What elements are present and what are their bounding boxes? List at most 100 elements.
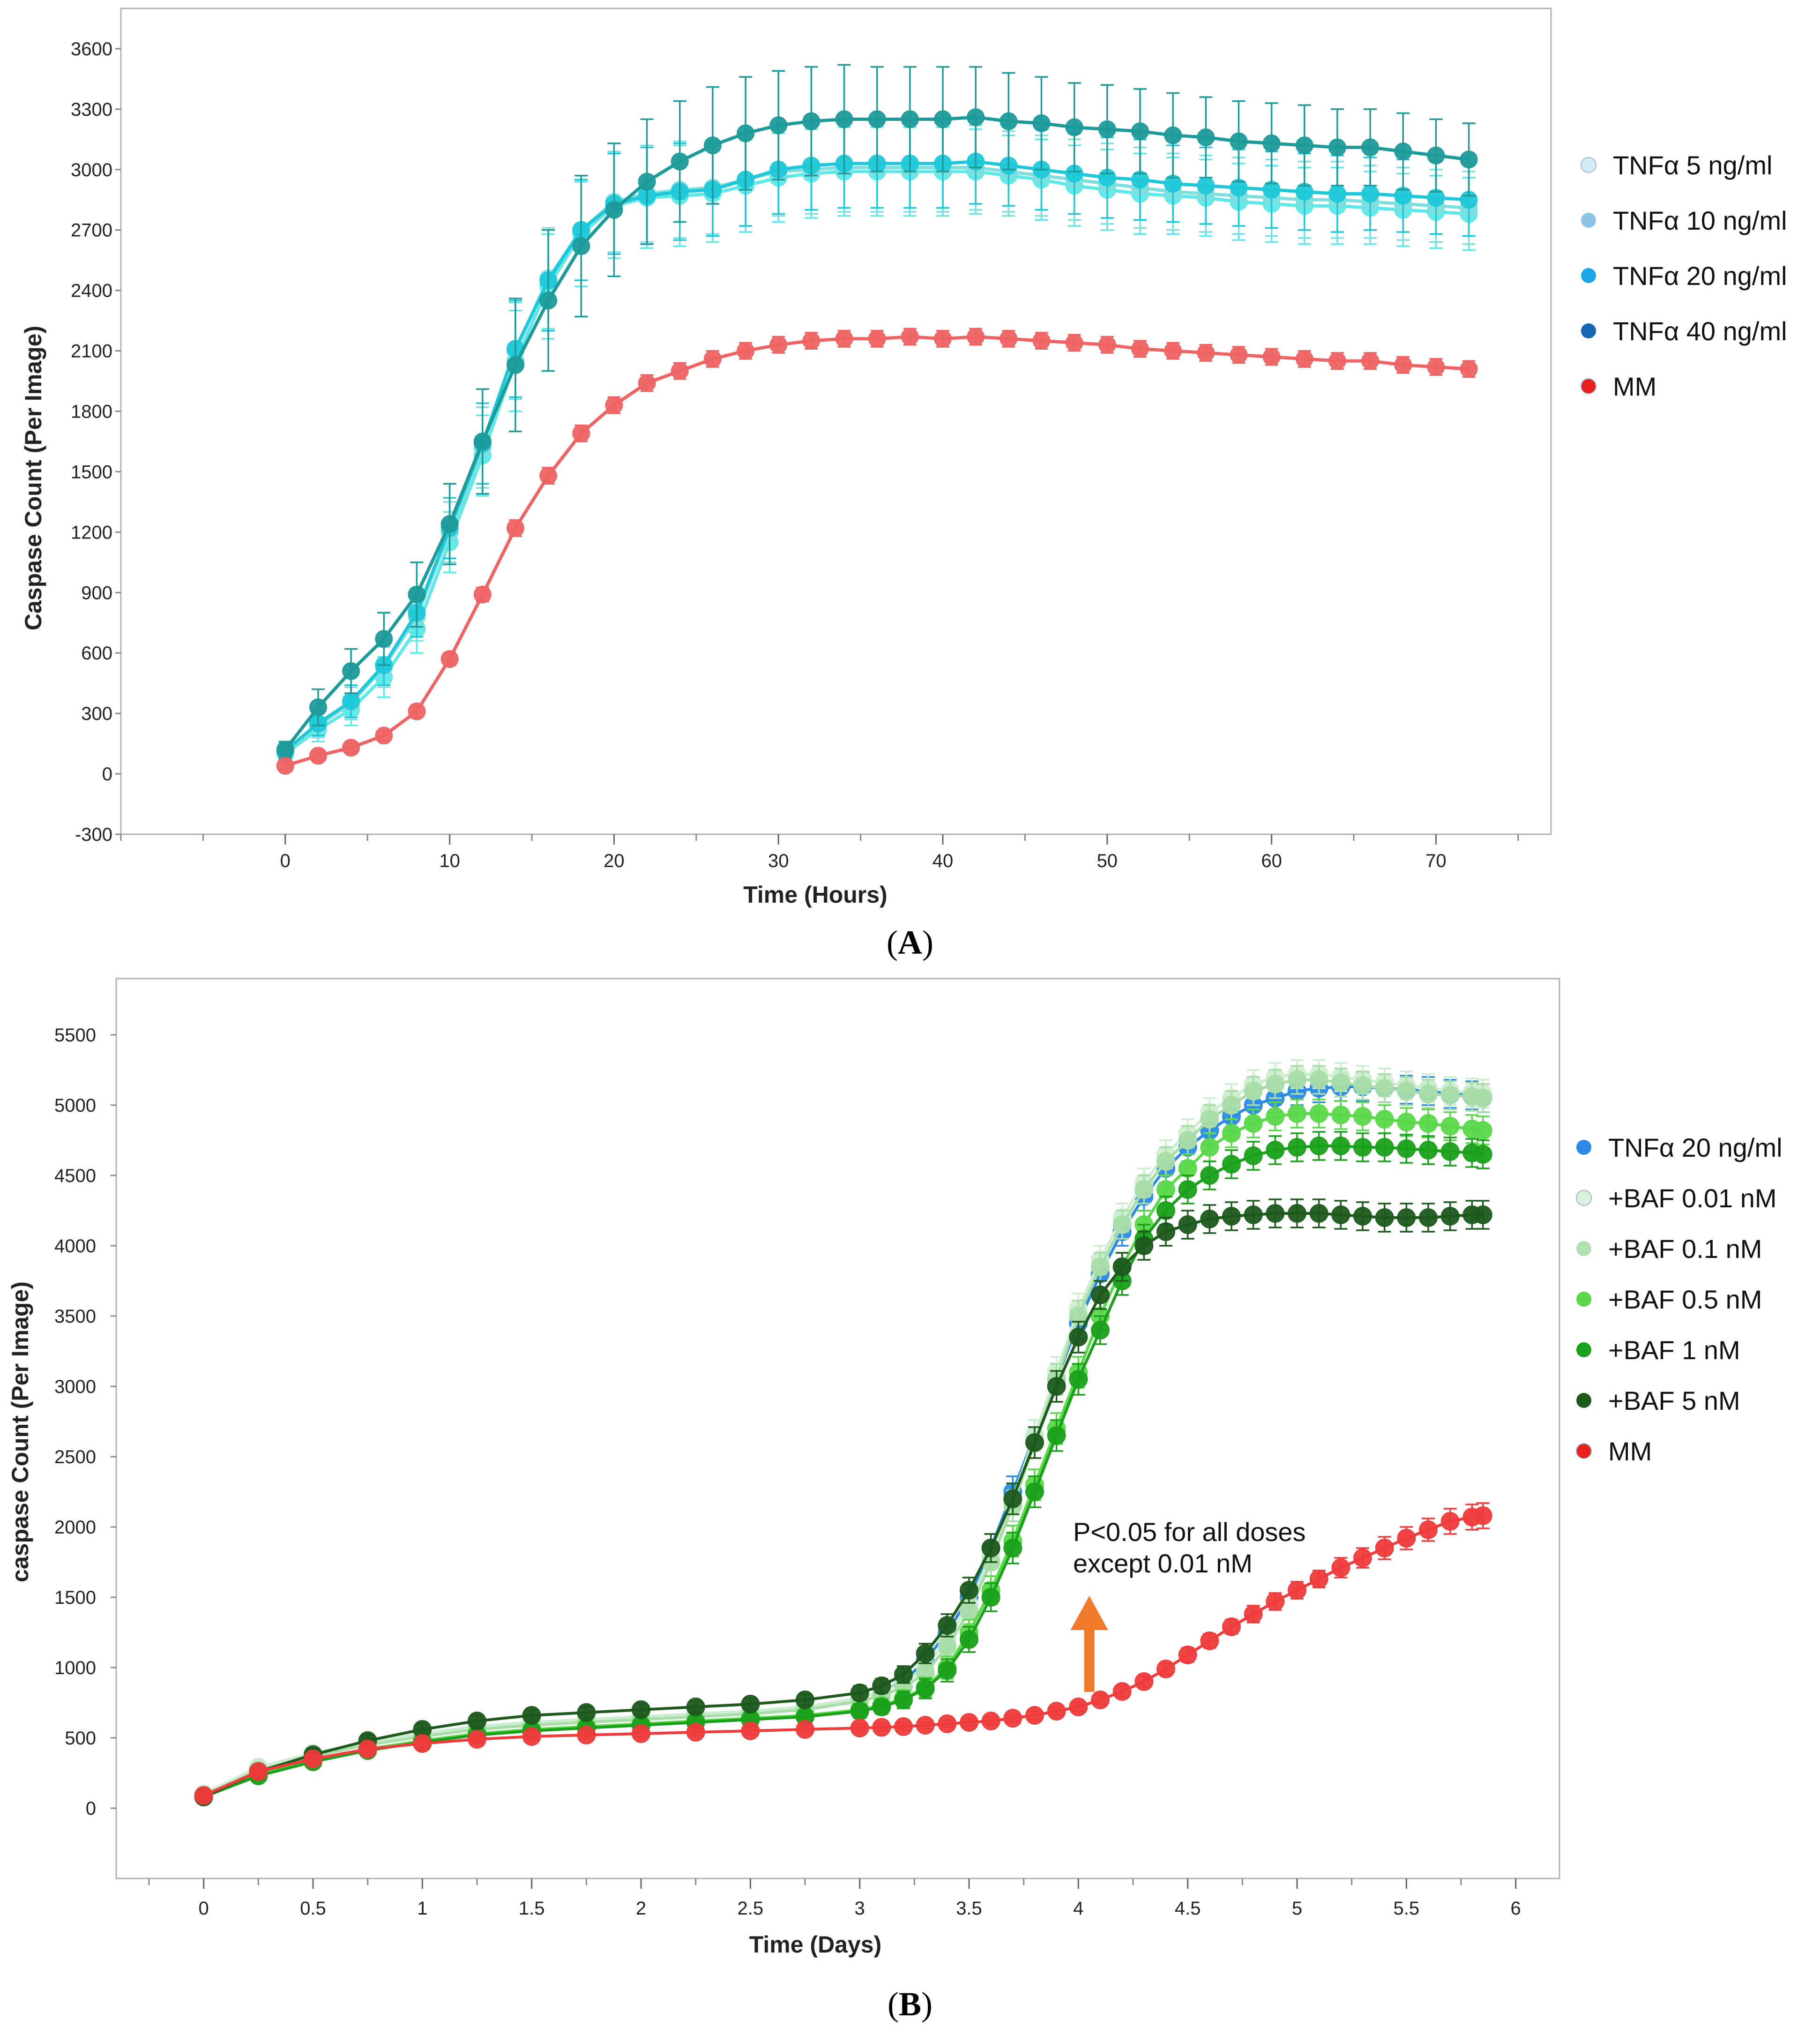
data-point (938, 1661, 957, 1680)
y-tick-label: 2700 (71, 220, 112, 241)
data-point (1266, 1592, 1285, 1611)
data-point (1047, 1702, 1066, 1721)
y-tick-label: 2500 (54, 1447, 96, 1467)
data-point (577, 1726, 596, 1744)
legend-label: +BAF 0.01 nM (1608, 1183, 1777, 1213)
x-tick-label: 20 (604, 851, 625, 871)
y-tick-label: 3300 (71, 99, 112, 120)
panel-b-y-axis-label: caspase Count (Per Image) (7, 1281, 33, 1582)
panel-b-label: (B) (888, 1985, 932, 2023)
arrow-head (1070, 1596, 1108, 1630)
x-tick-label: 40 (932, 851, 954, 871)
data-point (358, 1740, 377, 1758)
y-tick-label: -300 (75, 824, 112, 845)
data-point (1288, 1138, 1306, 1157)
data-point (572, 424, 590, 442)
data-point (539, 467, 558, 485)
panel-a-chart: -300030060090012001500180021002400270030… (20, 7, 1787, 908)
y-tick-label: 4000 (54, 1236, 96, 1257)
data-point (1164, 342, 1182, 360)
data-point (276, 741, 294, 759)
data-point (901, 328, 919, 346)
legend-label: MM (1608, 1436, 1652, 1466)
data-point (1394, 356, 1412, 374)
y-tick-label: 600 (81, 643, 112, 664)
data-point (916, 1716, 935, 1735)
legend-marker (1576, 1292, 1591, 1307)
data-point (1069, 1328, 1088, 1347)
y-tick-label: 3000 (54, 1377, 96, 1397)
data-point (1131, 340, 1149, 358)
data-point (741, 1695, 760, 1713)
data-point (1262, 134, 1281, 152)
legend-label: +BAF 0.5 nM (1608, 1285, 1762, 1314)
legend-item: MM (1581, 372, 1656, 401)
data-point (1440, 1207, 1460, 1226)
data-point (835, 329, 853, 348)
data-point (1178, 1131, 1197, 1150)
panel-b-chart: 0 500 1000 1500 2000 2500 3000 3500 4000 4500 5000… (7, 978, 1783, 1958)
panel-a-legend: TNFα 5 ng/ml TNFα 10 ng/ml TNFα 20 ng/ml TN… (1581, 150, 1787, 401)
data-point (506, 356, 524, 374)
panel-a-series (276, 64, 1478, 775)
data-point (1197, 128, 1215, 147)
data-point (1200, 1210, 1219, 1228)
data-point (1065, 334, 1083, 352)
y-tick-label: 5000 (54, 1095, 96, 1116)
data-point (632, 1700, 650, 1719)
data-point (1047, 1377, 1066, 1396)
panel-b-letter: B (899, 1985, 921, 2023)
legend-label: TNFα 20 ng/ml (1608, 1133, 1783, 1162)
data-point (981, 1712, 1000, 1730)
data-point (671, 152, 689, 171)
data-point (934, 329, 952, 348)
y-tick-label: 4500 (54, 1166, 96, 1186)
data-point (1156, 1660, 1175, 1678)
data-point (1419, 1085, 1438, 1103)
legend-marker (1581, 323, 1596, 338)
y-tick-label: 1800 (71, 402, 112, 422)
data-point (1427, 146, 1445, 165)
data-point (1419, 1520, 1438, 1539)
y-tick-label: 3000 (71, 160, 112, 180)
legend-label: +BAF 0.1 nM (1608, 1234, 1762, 1264)
data-point (1397, 1113, 1416, 1131)
data-point (1266, 1075, 1285, 1093)
data-point (1091, 1691, 1110, 1709)
series--baf-5-nm (194, 1198, 1492, 1806)
y-tick-label: 2000 (54, 1517, 96, 1538)
legend-marker (1581, 157, 1596, 173)
data-point (1375, 1539, 1394, 1557)
data-point (473, 432, 492, 450)
data-point (1025, 1706, 1044, 1725)
data-point (703, 136, 722, 155)
data-point (1361, 138, 1380, 157)
data-point (1244, 1114, 1263, 1133)
legend-marker (1581, 213, 1596, 228)
data-point (440, 650, 459, 668)
data-point (1222, 1096, 1241, 1115)
panel-b-x-axis-label: Time (Days) (749, 1931, 882, 1958)
annotation-line-1: P<0.05 for all doses (1073, 1517, 1306, 1547)
legend-item: +BAF 0.5 nM (1576, 1285, 1762, 1314)
data-point (1331, 1106, 1350, 1124)
panel-b-axes: 0 500 1000 1500 2000 2500 3000 3500 4000 4500 5000… (54, 1025, 1521, 1919)
data-point (686, 1723, 705, 1742)
data-point (1440, 1142, 1460, 1161)
data-point (1353, 1138, 1372, 1157)
legend-item: TNFα 40 ng/ml (1581, 316, 1787, 346)
data-point (1112, 1257, 1132, 1276)
data-point (1197, 177, 1215, 195)
x-tick-label: 1 (417, 1898, 427, 1919)
data-point (605, 396, 623, 414)
x-tick-label: 5 (1292, 1898, 1302, 1919)
data-point (1266, 1107, 1285, 1126)
data-point (671, 362, 689, 380)
data-point (539, 292, 558, 310)
x-tick-label: 3.5 (956, 1898, 982, 1919)
legend-marker (1576, 1393, 1591, 1408)
data-point (1262, 348, 1281, 366)
x-tick-label: 4 (1073, 1898, 1083, 1919)
data-point (1331, 1558, 1350, 1577)
data-point (737, 342, 755, 360)
